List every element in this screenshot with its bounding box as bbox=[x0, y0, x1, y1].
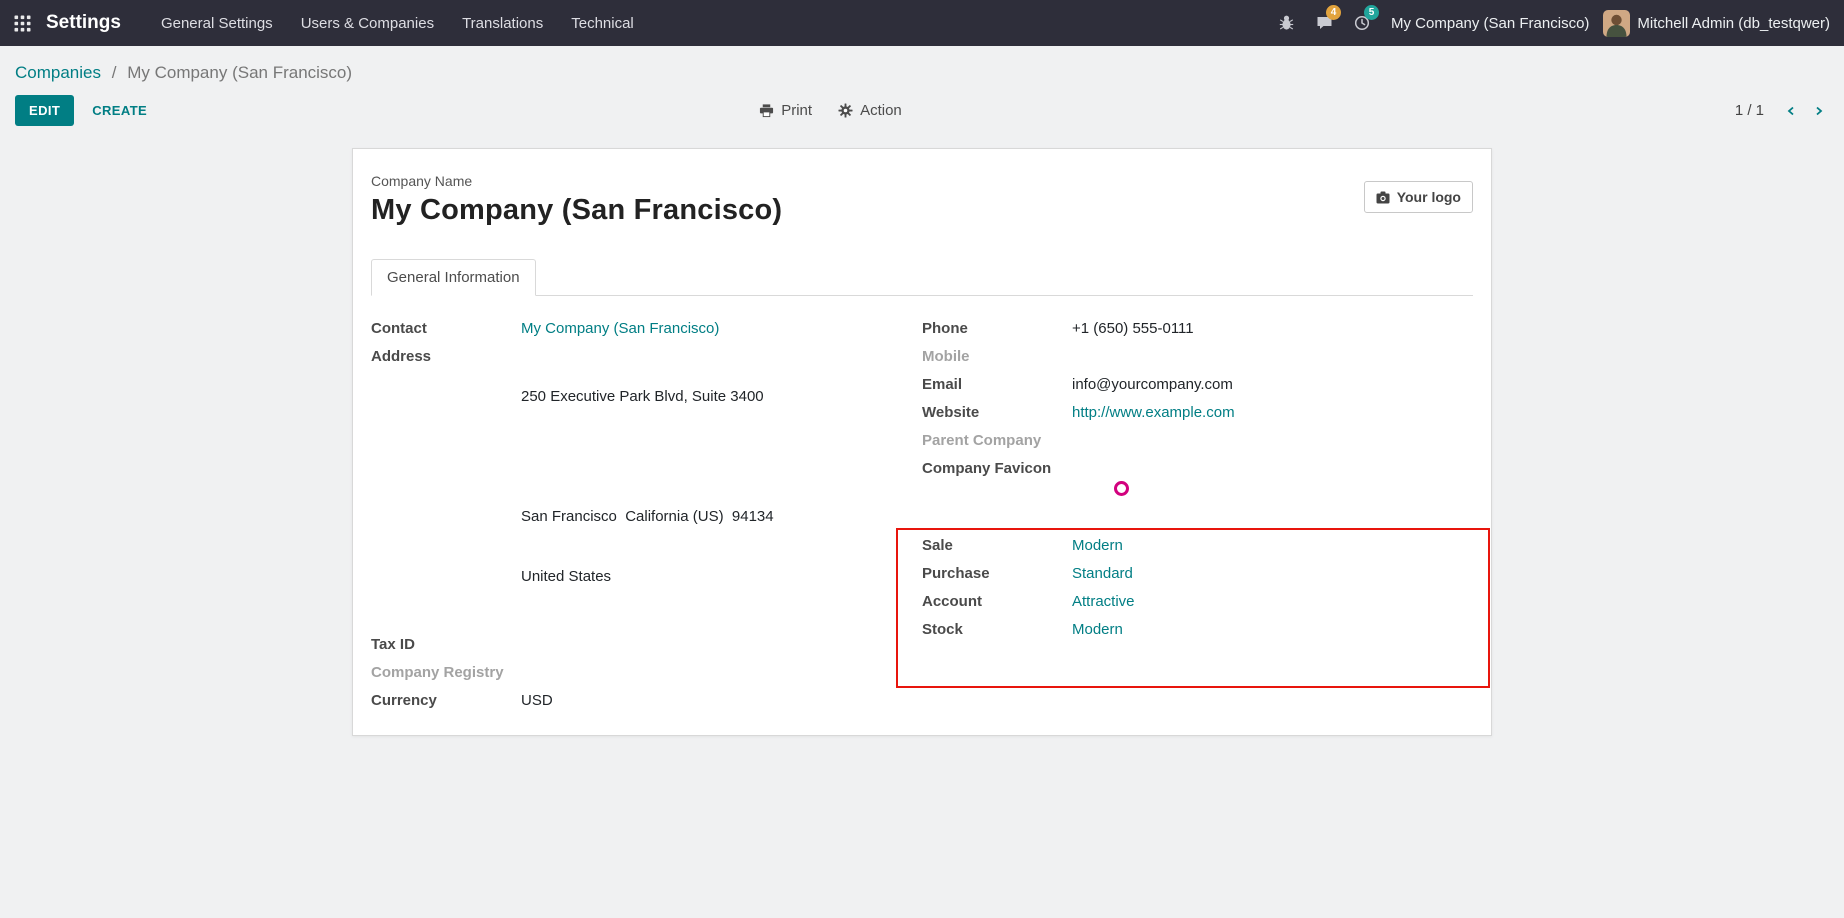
tab-general-information[interactable]: General Information bbox=[371, 259, 536, 296]
user-name: Mitchell Admin (db_testqwer) bbox=[1637, 14, 1830, 32]
field-mobile-label: Mobile bbox=[922, 348, 970, 365]
currency-value: USD bbox=[521, 692, 553, 709]
activities-button[interactable]: 5 bbox=[1343, 0, 1381, 46]
breadcrumb-current: My Company (San Francisco) bbox=[127, 63, 353, 82]
chevron-left-icon bbox=[1787, 106, 1794, 115]
gear-icon bbox=[838, 103, 853, 118]
chevron-right-icon bbox=[1816, 106, 1823, 115]
pager-counter[interactable]: 1 / 1 bbox=[1734, 102, 1764, 119]
stock-value-link[interactable]: Modern bbox=[1072, 621, 1123, 638]
field-company-registry-label: Company Registry bbox=[371, 664, 504, 681]
company-favicon-value bbox=[1072, 459, 1129, 522]
breadcrumb: Companies / My Company (San Francisco) bbox=[0, 46, 1844, 87]
field-row-currency: Currency USD bbox=[371, 687, 922, 715]
action-button[interactable]: Action bbox=[838, 102, 902, 119]
field-row-website: Website http://www.example.com bbox=[922, 399, 1473, 427]
field-stock-label: Stock bbox=[922, 621, 963, 638]
form-right-column: Phone +1 (650) 555-0111 Mobile Email inf… bbox=[896, 315, 1490, 715]
field-row-parent-company: Parent Company bbox=[922, 427, 1473, 455]
menu-item-general-settings[interactable]: General Settings bbox=[160, 14, 273, 32]
breadcrumb-companies-link[interactable]: Companies bbox=[15, 63, 101, 82]
field-row-company-favicon: Company Favicon bbox=[922, 455, 1473, 526]
create-button[interactable]: CREATE bbox=[90, 95, 149, 126]
messages-button[interactable]: 4 bbox=[1305, 0, 1343, 46]
contact-link[interactable]: My Company (San Francisco) bbox=[521, 320, 720, 337]
field-company-favicon-label: Company Favicon bbox=[922, 460, 1052, 477]
form-body: Contact My Company (San Francisco) Addre… bbox=[371, 296, 1490, 715]
email-value: info@yourcompany.com bbox=[1072, 376, 1233, 393]
field-email-label: Email bbox=[922, 376, 963, 393]
top-nav: Settings General Settings Users & Compan… bbox=[0, 0, 1844, 46]
user-menu[interactable]: Mitchell Admin (db_testqwer) bbox=[1603, 9, 1830, 37]
company-logo-label: Your logo bbox=[1396, 189, 1461, 205]
camera-icon bbox=[1376, 191, 1390, 203]
field-website-label: Website bbox=[922, 404, 980, 421]
purchase-value-link[interactable]: Standard bbox=[1072, 565, 1133, 582]
form-left-column: Contact My Company (San Francisco) Addre… bbox=[371, 315, 922, 715]
field-row-account: Account Attractive bbox=[922, 588, 1488, 616]
printer-icon bbox=[760, 104, 774, 118]
field-address-label: Address bbox=[371, 348, 432, 365]
print-button[interactable]: Print bbox=[759, 102, 812, 119]
field-sale-label: Sale bbox=[922, 537, 953, 554]
field-row-tax-id: Tax ID bbox=[371, 631, 922, 659]
menu-item-users-companies[interactable]: Users & Companies bbox=[300, 14, 435, 32]
field-row-purchase: Purchase Standard bbox=[922, 560, 1488, 588]
control-panel: EDIT CREATE Print bbox=[0, 87, 1844, 138]
avatar bbox=[1603, 9, 1631, 37]
field-row-contact: Contact My Company (San Francisco) bbox=[371, 315, 922, 343]
field-row-sale: Sale Modern bbox=[922, 532, 1488, 560]
debug-bug-button[interactable] bbox=[1267, 0, 1305, 46]
field-row-company-registry: Company Registry bbox=[371, 659, 922, 687]
field-row-address: Address 250 Executive Park Blvd, Suite 3… bbox=[371, 343, 922, 631]
field-tax-id-label: Tax ID bbox=[371, 636, 415, 653]
field-row-phone: Phone +1 (650) 555-0111 bbox=[922, 315, 1473, 343]
field-row-mobile: Mobile bbox=[922, 343, 1473, 371]
company-switcher[interactable]: My Company (San Francisco) bbox=[1391, 14, 1590, 32]
address-value: 250 Executive Park Blvd, Suite 3400 San … bbox=[521, 347, 774, 627]
clock-icon bbox=[1354, 15, 1370, 31]
company-form-sheet: Company Name My Company (San Francisco) … bbox=[352, 148, 1492, 736]
field-row-stock: Stock Modern bbox=[922, 616, 1488, 644]
account-value-link[interactable]: Attractive bbox=[1072, 593, 1135, 610]
address-street2 bbox=[521, 447, 774, 467]
print-label: Print bbox=[781, 102, 813, 119]
address-country: United States bbox=[521, 568, 612, 585]
breadcrumb-separator: / bbox=[111, 63, 117, 82]
activities-badge: 5 bbox=[1364, 5, 1380, 20]
field-purchase-label: Purchase bbox=[922, 565, 990, 582]
field-currency-label: Currency bbox=[371, 692, 437, 709]
website-link[interactable]: http://www.example.com bbox=[1072, 404, 1235, 421]
app-name[interactable]: Settings bbox=[46, 12, 121, 33]
bug-icon bbox=[1279, 15, 1293, 30]
company-favicon-image bbox=[1113, 481, 1129, 496]
field-parent-company-label: Parent Company bbox=[922, 432, 1042, 449]
address-city-state-zip: San Francisco California (US) 94134 bbox=[521, 508, 774, 525]
notebook-tabs: General Information bbox=[371, 259, 1473, 296]
field-phone-label: Phone bbox=[922, 320, 968, 337]
pager-next-button[interactable] bbox=[1810, 102, 1828, 120]
field-account-label: Account bbox=[922, 593, 982, 610]
field-row-email: Email info@yourcompany.com bbox=[922, 371, 1473, 399]
sale-value-link[interactable]: Modern bbox=[1072, 537, 1123, 554]
messages-badge: 4 bbox=[1326, 5, 1342, 20]
edit-button[interactable]: EDIT bbox=[15, 95, 75, 126]
action-label: Action bbox=[860, 102, 902, 119]
chat-bubble-icon bbox=[1317, 17, 1332, 29]
app-menu: General Settings Users & Companies Trans… bbox=[147, 0, 648, 46]
field-contact-label: Contact bbox=[371, 320, 427, 337]
menu-item-technical[interactable]: Technical bbox=[571, 14, 634, 32]
address-street: 250 Executive Park Blvd, Suite 3400 bbox=[521, 388, 764, 405]
pager-previous-button[interactable] bbox=[1782, 102, 1800, 120]
menu-item-translations[interactable]: Translations bbox=[462, 14, 544, 32]
company-logo-button[interactable]: Your logo bbox=[1363, 181, 1473, 213]
company-name-title: My Company (San Francisco) bbox=[371, 194, 783, 226]
highlight-rectangle: Sale Modern Purchase Standard Account At… bbox=[896, 528, 1490, 688]
company-name-label: Company Name bbox=[371, 173, 473, 189]
apps-menu-button[interactable] bbox=[0, 0, 44, 46]
phone-value: +1 (650) 555-0111 bbox=[1072, 320, 1194, 337]
apps-grid-icon bbox=[14, 15, 30, 31]
